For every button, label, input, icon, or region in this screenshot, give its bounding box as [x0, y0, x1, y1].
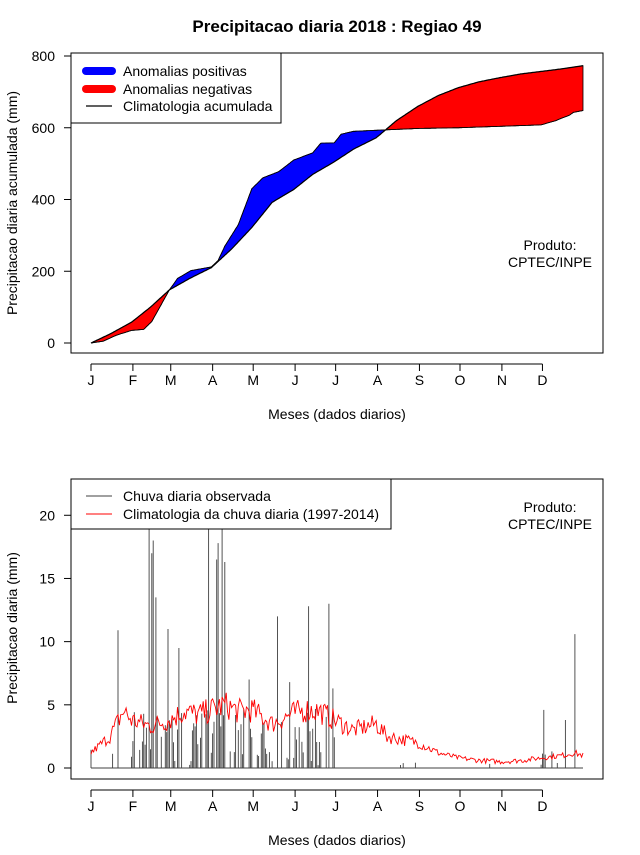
cumulative-month-label: O [455, 372, 466, 388]
legend-label-negative: Anomalias negativas [123, 81, 252, 97]
daily-month-label: M [247, 798, 259, 814]
chart-title: Precipitacao diaria 2018 : Regiao 49 [192, 17, 481, 36]
cumulative-month-label: D [537, 372, 547, 388]
daily-y-tick-label: 5 [47, 697, 55, 713]
cumulative-month-label: S [415, 372, 424, 388]
legend-label-daily-climatology: Climatologia da chuva diaria (1997-2014) [123, 506, 379, 522]
cumulative-legend: Anomalias positivas Anomalias negativas … [70, 52, 282, 124]
cumulative-y-axis-label: Precipitacao diaria acumulada (mm) [4, 91, 20, 315]
producer-name-bottom: CPTEC/INPE [508, 516, 592, 532]
daily-month-label: A [373, 798, 383, 814]
daily-month-label: A [208, 798, 218, 814]
daily-month-label: J [332, 798, 339, 814]
cumulative-y-tick-label: 400 [32, 192, 56, 208]
daily-month-label: M [165, 798, 177, 814]
daily-month-label: O [455, 798, 466, 814]
negative-anomaly-area-1 [90, 290, 169, 344]
producer-label-bottom: Produto: [524, 499, 577, 515]
cumulative-month-label: J [292, 372, 299, 388]
legend-label-climatology: Climatologia acumulada [123, 98, 273, 114]
daily-month-label: F [129, 798, 138, 814]
cumulative-y-tick-label: 200 [32, 263, 56, 279]
daily-y-tick-label: 0 [47, 760, 55, 776]
legend-label-positive: Anomalias positivas [123, 63, 247, 79]
cumulative-month-label: N [497, 372, 507, 388]
cumulative-month-label: A [373, 372, 383, 388]
daily-bars [90, 515, 576, 768]
producer-label-top: Produto: [524, 237, 577, 253]
daily-month-label: N [497, 798, 507, 814]
daily-y-tick-label: 10 [39, 634, 55, 650]
cumulative-x-axis-label: Meses (dados diarios) [268, 406, 406, 422]
daily-panel: 0 5 10 15 20 J F M A M J J A S O N D Precipitacao diaria… [4, 478, 604, 848]
cumulative-month-label: J [332, 372, 339, 388]
cumulative-axes: 0 200 400 600 800 J F M A M J J A S O N D [32, 48, 548, 388]
cumulative-y-tick-label: 0 [47, 335, 55, 351]
daily-month-label: S [415, 798, 424, 814]
observed-cumulative-line [90, 110, 584, 344]
daily-legend: Chuva diaria observada Climatologia da c… [70, 478, 392, 530]
cumulative-panel: 0 200 400 600 800 J F M A M J J A S O N D Precipitacao d… [4, 48, 604, 422]
daily-y-tick-label: 20 [39, 507, 55, 523]
daily-lines [90, 692, 584, 769]
cumulative-lines [90, 65, 584, 344]
cumulative-month-label: J [88, 372, 95, 388]
legend-label-observed: Chuva diaria observada [123, 488, 271, 504]
daily-x-axis-label: Meses (dados diarios) [268, 832, 406, 848]
daily-legend-box [70, 478, 392, 530]
cumulative-month-label: M [247, 372, 259, 388]
daily-month-label: D [537, 798, 547, 814]
daily-y-tick-label: 15 [39, 570, 55, 586]
daily-month-label: J [292, 798, 299, 814]
cumulative-y-tick-label: 600 [32, 120, 56, 136]
daily-y-axis-label: Precipitacao diaria (mm) [4, 552, 20, 704]
cumulative-month-label: A [208, 372, 218, 388]
daily-axes: 0 5 10 15 20 J F M A M J J A S O N D [39, 507, 547, 814]
climatology-cumulative-line [90, 65, 584, 344]
cumulative-month-label: M [165, 372, 177, 388]
cumulative-month-label: F [129, 372, 138, 388]
positive-anomaly-area-2 [167, 129, 385, 294]
daily-climatology-line [90, 692, 584, 765]
daily-month-label: J [88, 798, 95, 814]
producer-name-top: CPTEC/INPE [508, 254, 592, 270]
cumulative-y-tick-label: 800 [32, 48, 56, 64]
